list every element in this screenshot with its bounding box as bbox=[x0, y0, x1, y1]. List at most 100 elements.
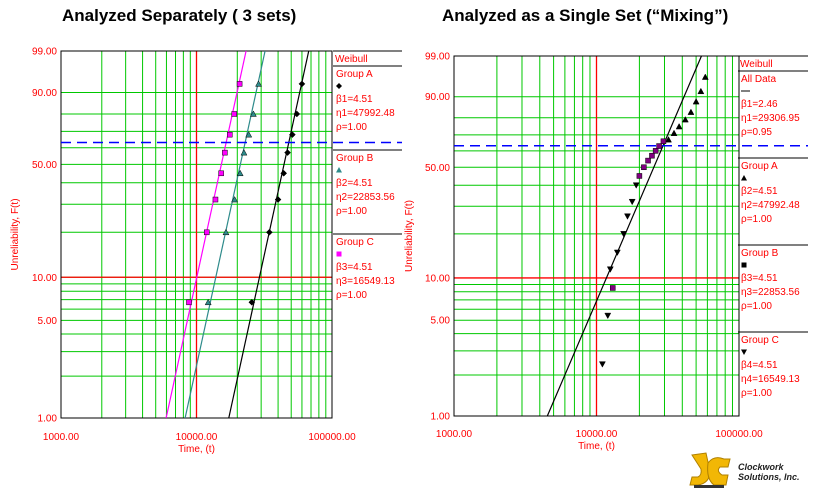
chart1-data-point bbox=[222, 228, 230, 236]
chart2-data-point bbox=[598, 361, 606, 368]
chart2-data-point bbox=[656, 143, 662, 149]
chart1-x-tick-label: 100000.00 bbox=[308, 432, 356, 443]
chart1-x-tick-label: 10000.00 bbox=[176, 432, 218, 443]
chart1-legend-group-name: Group A bbox=[336, 69, 373, 80]
chart1-data-point bbox=[266, 228, 273, 236]
chart2-legend-param: β4=4.51 bbox=[741, 360, 778, 371]
right-chart-title: Analyzed as a Single Set (“Mixing”) bbox=[442, 6, 729, 25]
chart2-data-point bbox=[613, 249, 621, 257]
chart1-y-tick-label: 1.00 bbox=[38, 414, 58, 425]
chart2-data-point bbox=[632, 182, 640, 189]
chart1-y-tick-label: 5.00 bbox=[38, 316, 58, 327]
chart2-legend-marker bbox=[741, 175, 747, 181]
chart1-data-point bbox=[236, 169, 244, 177]
chart2-y-tick-label: 99.00 bbox=[425, 52, 450, 63]
chart1-data-point bbox=[203, 229, 210, 236]
chart1-data-point bbox=[227, 131, 233, 138]
chart1-data-point bbox=[240, 149, 248, 156]
chart2-data-point bbox=[620, 231, 628, 238]
logo-icon bbox=[689, 452, 731, 488]
chart2-legend-param: β1=2.46 bbox=[741, 99, 778, 110]
chart1-legend-group-name: Group B bbox=[336, 153, 374, 164]
chart1-data-point bbox=[212, 196, 219, 203]
chart1-legend-param: ρ=1.00 bbox=[336, 290, 367, 301]
chart2-y-tick-label: 1.00 bbox=[431, 412, 451, 423]
chart2-data-point bbox=[697, 87, 705, 95]
chart2-y-axis-label: Unreliability, F(t) bbox=[404, 200, 415, 272]
chart2-data-point bbox=[645, 157, 651, 164]
chart2-legend-param: ρ=1.00 bbox=[741, 388, 772, 399]
chart2-y-tick-label: 10.00 bbox=[425, 273, 450, 284]
chart2-data-point bbox=[681, 116, 689, 123]
chart1-data-point bbox=[280, 169, 288, 177]
chart2-legend-marker bbox=[741, 262, 747, 268]
chart2-data-point bbox=[670, 129, 678, 136]
chart1-data-point bbox=[249, 110, 257, 117]
chart1-data-point bbox=[245, 131, 253, 138]
chart1-y-tick-label: 50.00 bbox=[32, 160, 57, 171]
chart2-data-point bbox=[606, 266, 614, 273]
chart1-legend-group-name: Group C bbox=[336, 237, 374, 248]
chart2-legend-param: ρ=1.00 bbox=[741, 301, 772, 312]
chart1-legend-marker bbox=[336, 251, 342, 257]
chart2-data-point bbox=[652, 148, 659, 154]
chart1-y-tick-label: 90.00 bbox=[32, 88, 57, 99]
chart2-legend-param: β2=4.51 bbox=[741, 186, 778, 197]
chart2-fit-line bbox=[546, 55, 703, 417]
chart1-data-point bbox=[222, 149, 228, 156]
chart2-legend-param: β3=4.51 bbox=[741, 273, 778, 284]
chart2-legend-param: ρ=1.00 bbox=[741, 214, 772, 225]
chart2-data-point bbox=[660, 138, 667, 145]
chart2-data-point bbox=[641, 164, 647, 171]
logo-line2: Solutions, Inc. bbox=[738, 472, 800, 482]
chart2-data-point bbox=[701, 73, 709, 80]
chart1-legend-marker bbox=[336, 167, 342, 173]
chart2-legend-group-name: All Data bbox=[741, 74, 776, 85]
left-chart-title: Analyzed Separately ( 3 sets) bbox=[62, 6, 297, 25]
chart1-data-point bbox=[274, 196, 282, 203]
chart1-data-point bbox=[231, 111, 238, 117]
chart1-y-axis-label: Unreliability, F(t) bbox=[10, 198, 21, 270]
chart1-legend-param: β1=4.51 bbox=[336, 94, 373, 105]
chart1-data-point bbox=[218, 170, 224, 177]
chart2-legend-group-name: Group C bbox=[741, 335, 779, 346]
chart2-legend-param: η1=29306.95 bbox=[741, 113, 800, 124]
chart1-legend-param: η3=16549.13 bbox=[336, 276, 395, 287]
chart1-legend-header: Weibull bbox=[335, 54, 368, 65]
chart1-data-point bbox=[293, 110, 301, 118]
chart1-legend-param: β2=4.51 bbox=[336, 178, 373, 189]
chart1-legend-param: η1=47992.48 bbox=[336, 108, 395, 119]
chart2-legend-group-name: Group B bbox=[741, 248, 779, 259]
chart1-legend-param: ρ=1.00 bbox=[336, 206, 367, 217]
chart1-x-tick-label: 1000.00 bbox=[43, 432, 80, 443]
chart1-data-point bbox=[236, 81, 243, 87]
chart1-x-axis-label: Time, (t) bbox=[178, 444, 215, 455]
chart2-legend-param: η2=47992.48 bbox=[741, 200, 800, 211]
chart2-data-point bbox=[624, 213, 631, 220]
chart2-y-tick-label: 90.00 bbox=[425, 92, 450, 103]
chart2-x-tick-label: 10000.00 bbox=[576, 429, 618, 440]
chart1-y-tick-label: 10.00 bbox=[32, 273, 57, 284]
chart2-x-axis-label: Time, (t) bbox=[578, 441, 615, 452]
chart2-data-point bbox=[675, 123, 683, 130]
chart1-data-point bbox=[298, 80, 306, 88]
chart1-legend-marker bbox=[336, 83, 342, 89]
chart2-y-tick-label: 5.00 bbox=[431, 316, 451, 327]
chart2-y-tick-label: 50.00 bbox=[425, 163, 450, 174]
chart2-legend-param: η4=16549.13 bbox=[741, 374, 800, 385]
chart2-legend-marker bbox=[741, 349, 747, 355]
chart1-legend-param: β3=4.51 bbox=[336, 262, 373, 273]
chart2-x-tick-label: 1000.00 bbox=[436, 429, 473, 440]
chart1-data-point bbox=[231, 196, 239, 203]
chart1-legend-param: η2=22853.56 bbox=[336, 192, 395, 203]
chart2-legend-header: Weibull bbox=[740, 59, 773, 70]
chart1-plot-frame bbox=[60, 50, 333, 419]
chart2-legend-group-name: Group A bbox=[741, 161, 778, 172]
chart1-data-point bbox=[204, 298, 212, 306]
chart2-data-point bbox=[628, 198, 636, 206]
chart1-data-point bbox=[284, 149, 291, 156]
chart1-data-point bbox=[186, 299, 192, 306]
chart2-legend-param: ρ=0.95 bbox=[741, 127, 772, 138]
chart2-data-point bbox=[636, 173, 643, 179]
